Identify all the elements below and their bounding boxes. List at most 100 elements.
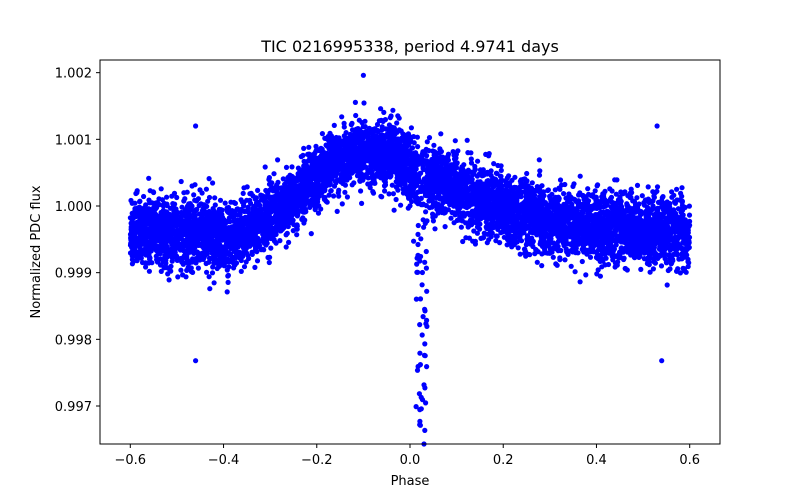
data-point [499,229,505,235]
data-point [627,194,633,201]
data-point [362,172,368,178]
data-point [428,188,434,194]
data-point [583,201,589,207]
data-point [411,140,417,146]
data-point [491,161,497,167]
data-point [415,241,421,248]
data-point [313,143,319,149]
data-point [422,427,428,433]
data-point [669,194,675,200]
data-point [448,215,454,221]
data-point [156,196,162,202]
data-point [271,171,277,177]
data-point [348,122,354,128]
data-point [252,264,258,270]
data-point [415,231,421,237]
data-point [652,212,658,218]
data-point [562,257,568,263]
data-point [283,244,289,250]
data-point [189,183,195,189]
data-point [421,224,427,230]
data-point [415,144,421,150]
data-point [421,382,427,388]
data-point [534,259,540,265]
data-point [622,189,628,195]
data-point [175,274,181,280]
data-point [438,131,444,137]
data-point [418,195,424,201]
data-point [241,264,248,270]
data-point [158,186,164,192]
data-point [328,188,334,194]
data-point [539,263,545,269]
data-point [160,207,166,213]
data-point [394,175,400,181]
data-point [268,245,274,251]
data-point [315,203,321,209]
data-point [615,259,621,265]
data-point [409,198,415,205]
data-point [458,224,464,230]
data-point [249,251,255,257]
data-point [315,210,322,216]
data-point [422,308,428,314]
data-point [418,406,424,412]
data-point [225,279,231,285]
data-point [308,231,314,237]
data-point [677,270,684,276]
data-point [178,178,184,185]
data-point [413,404,419,410]
data-point [372,180,378,186]
data-point [423,248,429,255]
data-point [199,190,205,196]
data-point [468,169,474,175]
data-point [351,180,357,186]
data-point [424,158,430,165]
data-point [361,100,367,106]
data-point [129,210,135,216]
data-point [577,173,583,179]
data-point [595,267,601,273]
data-point [652,260,659,266]
data-point [273,240,279,246]
data-point [164,194,170,200]
data-point [379,194,385,200]
data-point [275,157,281,163]
data-point [647,269,653,275]
data-point [483,151,489,157]
data-point [413,296,419,302]
data-point [358,188,364,194]
data-point [424,288,430,294]
data-point [266,259,272,266]
data-point [592,188,598,194]
data-point [301,145,307,151]
data-point [294,232,300,238]
data-point [416,189,422,195]
data-point [654,184,661,190]
data-point [471,228,477,234]
data-point [387,115,393,121]
data-point [419,332,425,338]
data-point [417,422,423,428]
data-point [552,187,558,193]
data-point [566,213,573,220]
data-point [157,256,164,262]
data-point [521,246,528,252]
data-point [232,254,239,260]
data-point [178,267,184,273]
data-point [289,164,295,170]
data-point [672,200,679,206]
data-point [260,246,266,252]
data-point [493,170,499,176]
data-point [609,206,616,212]
data-point [334,208,340,214]
data-point [592,212,599,218]
data-point [389,139,395,146]
data-point [336,187,342,193]
data-point [326,192,332,198]
data-point [181,248,187,254]
data-point [557,177,564,183]
data-point [146,175,152,181]
